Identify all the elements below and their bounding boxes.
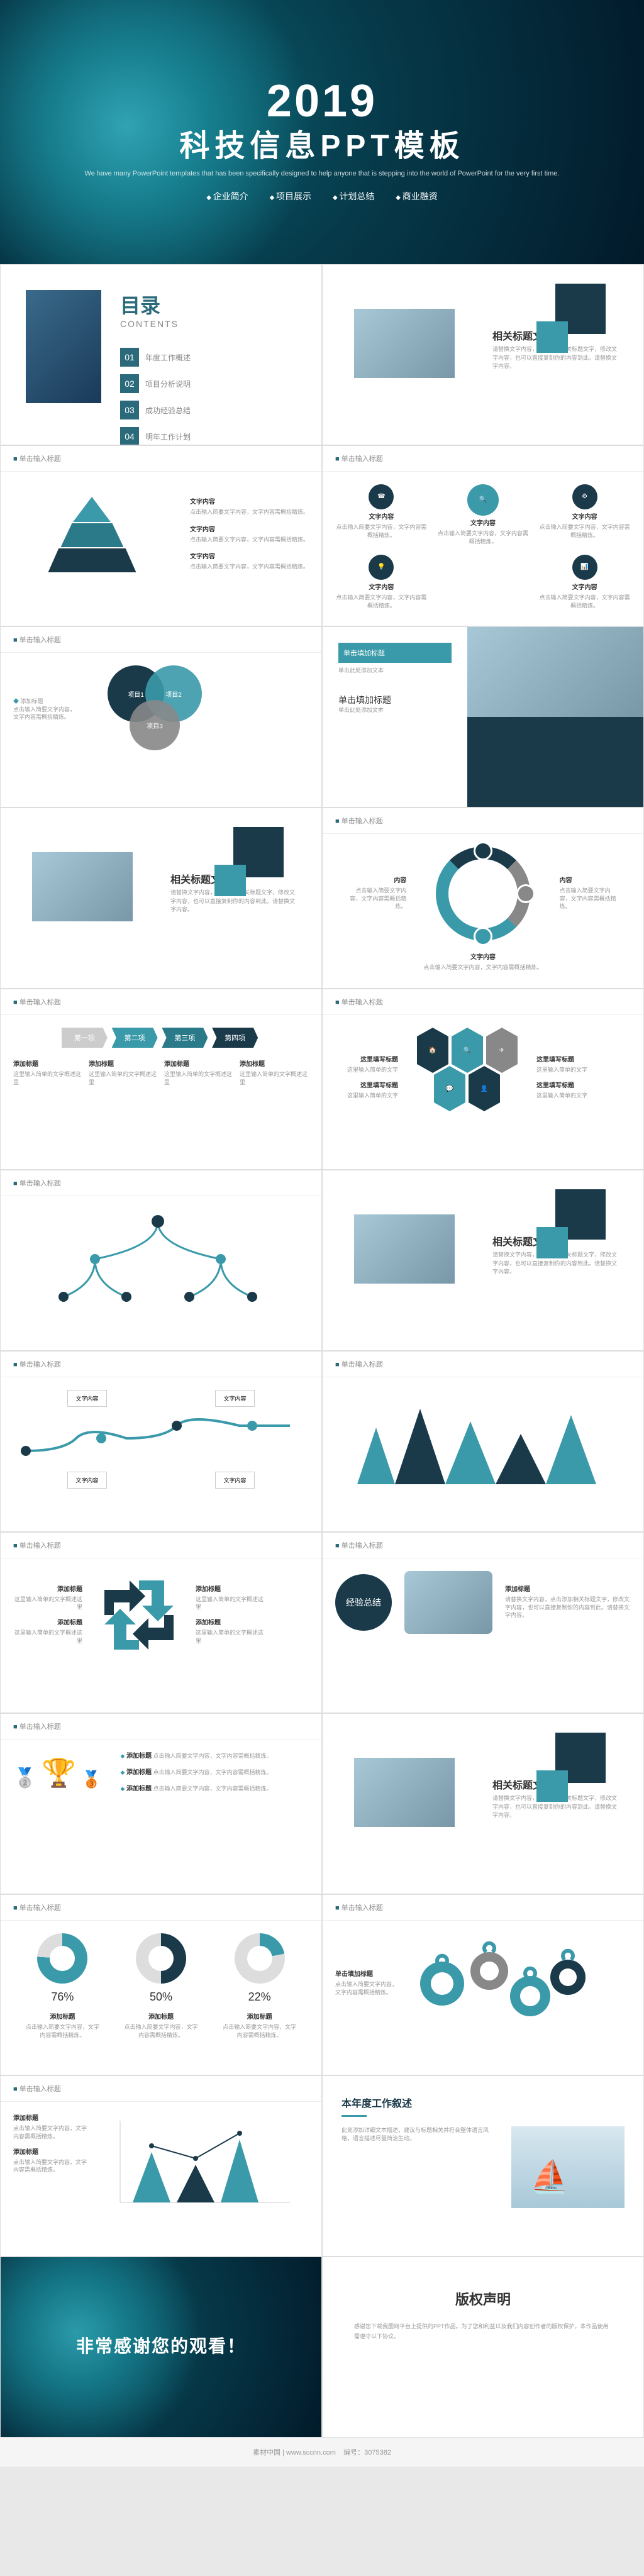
toc-item: 01年度工作概述 [120, 348, 191, 367]
ring-cycle-slide: 单击输入标题 内容点击输入简要文字内容，文字内容需概括精炼。 内容点击输入简要文… [322, 808, 644, 989]
section-photo [354, 309, 455, 378]
cover-title: 科技信息PPT模板 [0, 121, 644, 165]
chat-icon: 💬 [434, 1075, 465, 1102]
bulb-icon: 💡 [369, 555, 394, 580]
toc-item: 02项目分析说明 [120, 374, 191, 393]
pyramid-chart [48, 497, 136, 572]
gear-icon: ⚙ [572, 484, 597, 509]
peaks-slide: 单击输入标题 [322, 1351, 644, 1532]
hexagon-cluster: 🏠 🔍 ✈ 💬 👤 [411, 1028, 524, 1128]
deco-block [467, 717, 644, 807]
section-title-slide: 相关标题文字 请替换文字内容，点击添加相关标题文字，修改文字内容，也可以直接复制… [322, 1170, 644, 1351]
search-icon: 🔍 [452, 1036, 483, 1064]
toc-title: 目录 [120, 290, 191, 319]
icons-cycle-slide: 单击输入标题 ☎文字内容点击输入简要文字内容，文字内容需概括精炼。 🔍文字内容点… [322, 445, 644, 626]
trophy-icon: 🥉 [81, 1770, 101, 1789]
tree-slide: 单击输入标题 [0, 1170, 322, 1351]
donut-chart: 22% [228, 1933, 291, 2004]
cover-tags: 企业简介 项目展示 计划总结 商业融资 [0, 190, 644, 203]
trophy-group: 🥈 🏆 🥉 [13, 1757, 102, 1789]
trophy-icon: 🏆 [42, 1757, 76, 1789]
peaks-chart [338, 1390, 628, 1491]
hexagon-slide: 单击输入标题 这里填写标题这里输入简单的文字这里填写标题这里输入简单的文字 🏠 … [322, 989, 644, 1170]
split-slide: 单击填加标题 单击此处添加文本 单击填加标题 单击此处添加文本 [322, 626, 644, 808]
cover-subtitle: We have many PowerPoint templates that h… [0, 170, 644, 177]
donut-chart: 50% [130, 1933, 192, 2004]
chart-icon: 📊 [572, 555, 597, 580]
search-icon: 🔍 [467, 484, 499, 516]
add-title: 单击填加标题 [338, 694, 452, 706]
gears-slide: 单击输入标题 单击填加标题点击输入简要文字内容，文字内容需概括精炼。 [322, 1894, 644, 2075]
trophy-slide: 单击输入标题 🥈 🏆 🥉 ◆ 添加标题 点击输入简要文字内容，文字内容需概括精炼… [0, 1713, 322, 1894]
triangle-chart-slide: 单击输入标题 添加标题点击输入简要文字内容，文字内容需概括精炼。添加标题点击输入… [0, 2075, 322, 2257]
trophy-icon: 🥈 [13, 1767, 36, 1789]
person-photo [404, 1571, 492, 1634]
venn-diagram: 项目1 项目2 项目3 [95, 665, 208, 753]
cover-year: 2019 [0, 75, 644, 127]
thanks-slide: 非常感谢您的观看！ [0, 2257, 322, 2438]
toc-subtitle: CONTENTS [120, 319, 191, 329]
home-icon: 🏠 [417, 1036, 448, 1064]
tree-diagram [13, 1209, 303, 1335]
donut-chart: 76% [31, 1933, 94, 2004]
donuts-slide: 单击输入标题 76% 50% 22% 添加标题点击输入简要文字内容，文字内容需概… [0, 1894, 322, 2075]
toc-item: 03成功经验总结 [120, 401, 191, 419]
phone-icon: ☎ [369, 484, 394, 509]
arrow-steps: 第一项 第二项 第三项 第四项 [13, 1028, 309, 1048]
arrow-steps-slide: 单击输入标题 第一项 第二项 第三项 第四项 添加标题这里输入简单的文字概述这里… [0, 989, 322, 1170]
gears-diagram [411, 1933, 587, 2034]
pyramid-slide: 单击输入标题 文字内容点击输入简要文字内容，文字内容需概括精炼。 文字内容点击输… [0, 445, 322, 626]
cycle-arrows [95, 1571, 183, 1659]
add-title-box: 单击填加标题 [338, 643, 452, 663]
cover-slide: 2019 科技信息PPT模板 We have many PowerPoint t… [0, 0, 644, 264]
thanks-text: 非常感谢您的观看！ [1, 2257, 321, 2358]
page-footer: 素材中国 | www.sccnn.com 编号：3075382 [0, 2438, 644, 2467]
ring-diagram [436, 847, 530, 941]
toc-image [26, 290, 101, 403]
copyright-slide: 版权声明 感谢您下载我图网平台上提供的PPT作品。为了您和利益以及我们内容创作者… [322, 2257, 644, 2438]
timeline-slide: 单击输入标题 文字内容 文字内容 文字内容 文字内容 [0, 1351, 322, 1532]
exp-badge: 经验总结 [335, 1574, 392, 1631]
toc-slide: 目录 CONTENTS 01年度工作概述 02项目分析说明 03成功经验总结 0… [0, 264, 322, 445]
section-title-slide: 相关标题文字 请替换文字内容，点击添加相关标题文字，修改文字内容，也可以直接复制… [322, 264, 644, 445]
section-title-slide: 相关标题文字 请替换文字内容，点击添加相关标题文字，修改文字内容，也可以直接复制… [322, 1713, 644, 1894]
ship-slide: 本年度工作叙述 此处添加详细文本描述，建议与标题相关并符合整体语言风格，语言描述… [322, 2075, 644, 2257]
ship-image: ⛵ [511, 2126, 625, 2208]
year-work-title: 本年度工作叙述 [341, 2095, 625, 2110]
cycle-arrows-slide: 单击输入标题 添加标题这里输入简单的文字概述这里添加标题这里输入简单的文字概述这… [0, 1532, 322, 1713]
deco-square [536, 321, 568, 353]
user-icon: 👤 [469, 1075, 500, 1102]
plane-icon: ✈ [486, 1036, 518, 1064]
experience-slide: 单击输入标题 经验总结 添加标题请替换文字内容，点击添加相关标题文字，修改文字内… [322, 1532, 644, 1713]
toc-item: 04明年工作计划 [120, 427, 191, 445]
copyright-title: 版权声明 [354, 2289, 612, 2309]
meeting-photo [467, 627, 644, 717]
timeline-path [13, 1413, 303, 1463]
venn-slide: 单击输入标题 ◆ 添加标题点击输入简要文字内容，文字内容需概括精炼。 项目1 项… [0, 626, 322, 808]
triangle-chart [108, 2114, 296, 2215]
section-title-slide: 相关标题文字 请替换文字内容，点击添加相关标题文字，修改文字内容，也可以直接复制… [0, 808, 322, 989]
